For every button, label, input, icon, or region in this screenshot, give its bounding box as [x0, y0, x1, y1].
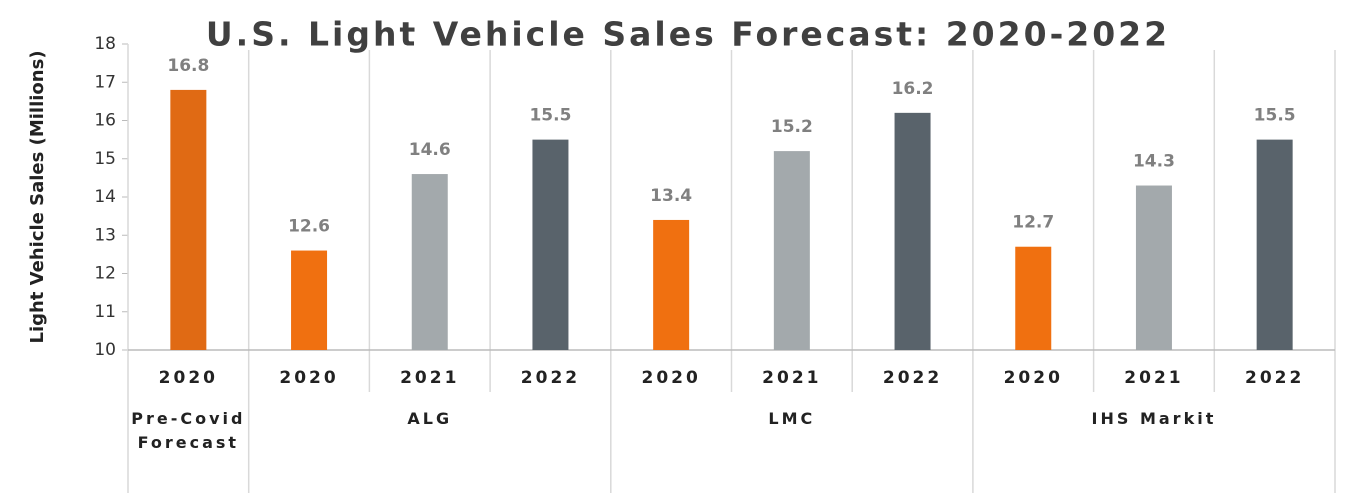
x-tick-label: 2021 — [762, 368, 821, 388]
y-tick-label: 14 — [94, 187, 116, 207]
y-tick-label: 12 — [94, 264, 116, 284]
data-label: 15.2 — [771, 117, 813, 137]
data-label: 15.5 — [529, 106, 571, 126]
data-label: 13.4 — [650, 186, 692, 206]
y-tick-label: 16 — [94, 111, 116, 131]
data-label: 16.8 — [167, 56, 209, 76]
x-tick-label: 2020 — [641, 368, 700, 388]
group-label: IHS Markit — [1091, 409, 1217, 428]
y-axis-label: Light Vehicle Sales (Millions) — [27, 50, 48, 343]
bar — [1256, 139, 1293, 350]
x-tick-label: 2022 — [1245, 368, 1304, 388]
bar — [1135, 185, 1172, 350]
bar — [894, 112, 931, 350]
data-label: 16.2 — [892, 79, 934, 99]
y-tick-label: 13 — [94, 225, 116, 245]
bar — [532, 139, 569, 350]
x-tick-label: 2022 — [883, 368, 942, 388]
y-tick-label: 17 — [94, 72, 116, 92]
data-label: 12.7 — [1012, 213, 1054, 233]
group-label: LMC — [768, 409, 816, 428]
bar — [291, 250, 328, 350]
group-label: ALG — [407, 409, 453, 428]
group-label: Pre-Covid Forecast — [131, 409, 246, 452]
bar — [773, 151, 810, 350]
bar — [653, 219, 690, 350]
data-label: 15.5 — [1254, 106, 1296, 126]
bar — [411, 174, 448, 350]
y-tick-label: 11 — [94, 302, 116, 322]
chart-title: U.S. Light Vehicle Sales Forecast: 2020-… — [206, 15, 1170, 54]
bar — [170, 89, 207, 351]
x-tick-label: 2022 — [521, 368, 580, 388]
x-tick-label: 2021 — [400, 368, 459, 388]
y-tick-label: 10 — [94, 340, 116, 360]
y-tick-label: 18 — [94, 34, 116, 54]
x-tick-label: 2020 — [279, 368, 338, 388]
x-tick-label: 2020 — [1004, 368, 1063, 388]
y-tick-label: 15 — [94, 149, 116, 169]
x-tick-label: 2021 — [1124, 368, 1183, 388]
data-label: 12.6 — [288, 217, 330, 237]
x-tick-label: 2020 — [159, 368, 218, 388]
data-label: 14.3 — [1133, 152, 1175, 172]
data-label: 14.6 — [409, 140, 451, 160]
bar — [1015, 246, 1052, 350]
